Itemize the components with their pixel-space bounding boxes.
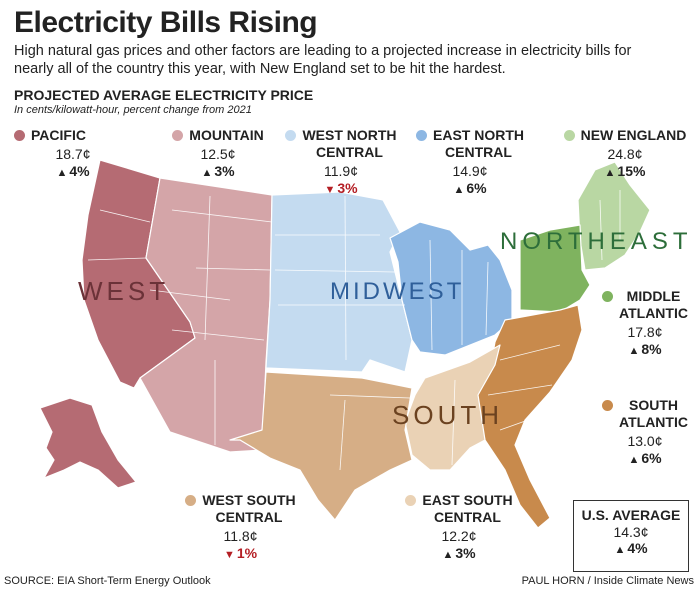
unit-note: In cents/kilowatt-hour, percent change f… <box>14 104 252 116</box>
region-label-west-north-central: WEST NORTH CENTRAL 11.9¢ ▼ 3% <box>282 127 400 199</box>
wsc-name: WEST SOUTH CENTRAL <box>202 492 296 525</box>
enc-color-dot <box>416 130 427 141</box>
wsc-price: 11.8¢ <box>223 528 258 544</box>
ma-color-dot <box>602 291 614 302</box>
map-label-south: SOUTH <box>392 400 503 430</box>
sa-price: 13.0¢ <box>627 433 663 449</box>
region-west-south-central[interactable] <box>229 371 413 521</box>
arrow-up-icon: ▲ <box>614 544 626 556</box>
arrow-up-icon: ▲ <box>604 167 616 179</box>
mountain-color-dot <box>172 130 184 141</box>
wnc-color-dot <box>285 130 297 141</box>
esc-name: EAST SOUTH CENTRAL <box>422 492 513 525</box>
map-label-midwest: MIDWEST <box>330 278 465 305</box>
region-label-west-south-central: WEST SOUTH CENTRAL 11.8¢ ▼ 1% <box>178 492 303 564</box>
ne-name: NEW ENGLAND <box>580 127 687 143</box>
wsc-change: ▼ 1% <box>223 545 258 561</box>
ne-change: ▲ 15% <box>604 163 646 179</box>
mountain-price: 12.5¢ <box>200 146 236 162</box>
region-middle-atlantic[interactable] <box>519 224 591 313</box>
arrow-up-icon: ▲ <box>453 184 465 196</box>
enc-price: 14.9¢ <box>452 163 488 179</box>
arrow-down-icon: ▼ <box>324 184 336 196</box>
us-average-label: U.S. AVERAGE <box>581 507 681 523</box>
arrow-down-icon: ▼ <box>223 549 235 561</box>
wsc-color-dot <box>185 495 197 506</box>
us-average-box: U.S. AVERAGE 14.3¢ ▲ 4% <box>573 500 689 572</box>
arrow-up-icon: ▲ <box>628 454 640 466</box>
pacific-name: PACIFIC <box>31 127 86 143</box>
mountain-name: MOUNTAIN <box>189 127 264 143</box>
arrow-up-icon: ▲ <box>56 167 68 179</box>
pacific-change: ▲ 4% <box>56 163 90 179</box>
page-title: Electricity Bills Rising <box>14 6 318 39</box>
wnc-name: WEST NORTH CENTRAL <box>302 127 397 160</box>
ne-price: 24.8¢ <box>607 146 643 162</box>
us-average-change: ▲ 4% <box>614 540 648 556</box>
arrow-up-icon: ▲ <box>628 345 640 357</box>
region-label-middle-atlantic: MIDDLE ATLANTIC 17.8¢ ▲ 8% <box>596 288 694 360</box>
ma-name: MIDDLE ATLANTIC <box>619 288 688 321</box>
esc-color-dot <box>405 495 417 506</box>
enc-change: ▲ 6% <box>453 180 487 196</box>
sa-change: ▲ 6% <box>628 450 662 466</box>
region-new-england[interactable] <box>577 161 651 271</box>
wnc-change: ▼ 3% <box>324 180 358 196</box>
sa-name: SOUTH ATLANTIC <box>619 397 688 430</box>
map-label-northeast: NORTHEAST <box>500 228 693 255</box>
section-title: PROJECTED AVERAGE ELECTRICITY PRICE <box>14 87 314 103</box>
subtitle: High natural gas prices and other factor… <box>14 43 632 77</box>
mountain-change: ▲ 3% <box>201 163 235 179</box>
sa-color-dot <box>602 400 614 411</box>
region-pacific-alaska[interactable] <box>39 397 137 489</box>
region-label-east-south-central: EAST SOUTH CENTRAL 12.2¢ ▲ 3% <box>400 492 518 564</box>
wnc-price: 11.9¢ <box>324 163 358 179</box>
region-label-east-north-central: EAST NORTH CENTRAL 14.9¢ ▲ 6% <box>410 127 530 199</box>
us-average-price: 14.3¢ <box>613 524 649 540</box>
enc-name: EAST NORTH CENTRAL <box>433 127 524 160</box>
region-label-mountain: MOUNTAIN 12.5¢ ▲ 3% <box>158 127 278 182</box>
ne-color-dot <box>563 130 575 141</box>
region-label-south-atlantic: SOUTH ATLANTIC 13.0¢ ▲ 6% <box>596 397 694 469</box>
esc-price: 12.2¢ <box>441 528 477 544</box>
credit-note: PAUL HORN / Inside Climate News <box>521 575 694 587</box>
region-label-new-england: NEW ENGLAND 24.8¢ ▲ 15% <box>560 127 690 182</box>
arrow-up-icon: ▲ <box>442 549 454 561</box>
map-label-west: WEST <box>78 276 170 306</box>
pacific-color-dot <box>14 130 25 141</box>
arrow-up-icon: ▲ <box>201 167 213 179</box>
ma-change: ▲ 8% <box>628 341 662 357</box>
region-label-pacific: PACIFIC 18.7¢ ▲ 4% <box>14 127 114 182</box>
source-note: SOURCE: EIA Short-Term Energy Outlook <box>4 575 211 587</box>
pacific-price: 18.7¢ <box>55 146 91 162</box>
ma-price: 17.8¢ <box>627 324 663 340</box>
esc-change: ▲ 3% <box>442 545 476 561</box>
